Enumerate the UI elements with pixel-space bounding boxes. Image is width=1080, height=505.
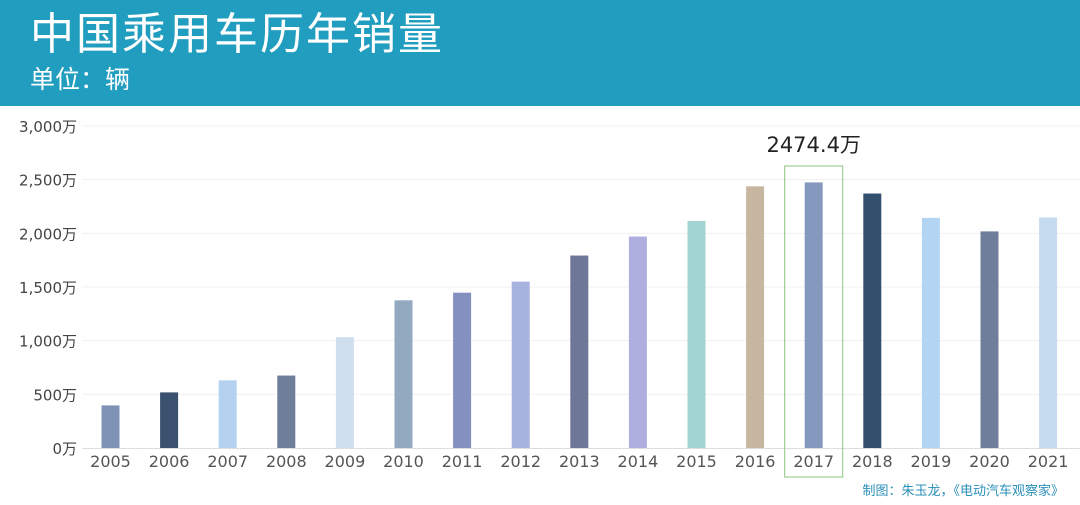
x-tick-label: 2012 [500, 452, 541, 471]
sales-bar-chart: 0万 500万 1,000万 1,500万 2,000万 2,500万 3,000万 200… [19, 118, 1080, 478]
bar-2015 [687, 220, 706, 448]
x-tick-label: 2020 [969, 452, 1010, 471]
bar-2010 [394, 300, 413, 448]
x-tick-label: 2016 [735, 452, 776, 471]
page-title: 中国乘用车历年销量 [30, 9, 444, 60]
bar-2021 [1039, 217, 1058, 448]
x-tick-label: 2005 [90, 452, 131, 471]
x-tick-label: 2015 [676, 452, 717, 471]
highlight-value-label: 2474.4万 [766, 133, 860, 157]
bar-2007 [218, 380, 237, 448]
x-tick-label: 2014 [618, 452, 659, 471]
y-tick-label: 2,000万 [19, 225, 77, 243]
x-tick-label: 2007 [207, 452, 248, 471]
y-tick-label: 3,000万 [19, 118, 77, 136]
y-tick-label: 1,000万 [19, 333, 77, 351]
bar-2009 [335, 337, 354, 448]
x-tick-label: 2021 [1028, 452, 1069, 471]
bar-2011 [453, 292, 472, 448]
x-tick-label: 2010 [383, 452, 424, 471]
bar-2012 [511, 281, 530, 448]
bar-2014 [628, 236, 647, 448]
bars [101, 182, 1058, 448]
bar-2013 [570, 255, 589, 448]
header-banner: 中国乘用车历年销量 单位：辆 [0, 0, 1080, 106]
bar-2008 [277, 375, 296, 448]
bar-2018 [863, 193, 882, 448]
bar-2020 [980, 231, 999, 448]
x-tick-label: 2018 [852, 452, 893, 471]
y-tick-label: 1,500万 [19, 279, 77, 297]
bar-2016 [746, 186, 765, 448]
x-tick-label: 2008 [266, 452, 307, 471]
x-tick-label: 2013 [559, 452, 600, 471]
bar-2019 [921, 217, 940, 448]
highlight: 2474.4万 [766, 133, 861, 478]
x-axis: 2005 2006 2007 2008 2009 2010 2011 2012 2013 2014… [82, 448, 1080, 471]
x-tick-label: 2006 [149, 452, 190, 471]
bar-2006 [160, 392, 179, 448]
x-tick-label: 2019 [911, 452, 952, 471]
x-tick-label: 2017 [793, 452, 834, 471]
y-tick-label: 500万 [33, 386, 77, 404]
bar-2005 [101, 405, 120, 448]
y-tick-label: 0万 [52, 440, 77, 458]
y-tick-label: 2,500万 [19, 172, 77, 190]
x-tick-label: 2009 [325, 452, 366, 471]
highlight-box [784, 165, 844, 478]
bar-2017 [804, 182, 823, 448]
unit-subtitle: 单位：辆 [30, 65, 131, 94]
y-axis: 0万 500万 1,000万 1,500万 2,000万 2,500万 3,000万 [19, 118, 77, 458]
x-tick-label: 2011 [442, 452, 483, 471]
source-credit: 制图：朱玉龙，《电动汽车观察家》 [862, 484, 1064, 499]
